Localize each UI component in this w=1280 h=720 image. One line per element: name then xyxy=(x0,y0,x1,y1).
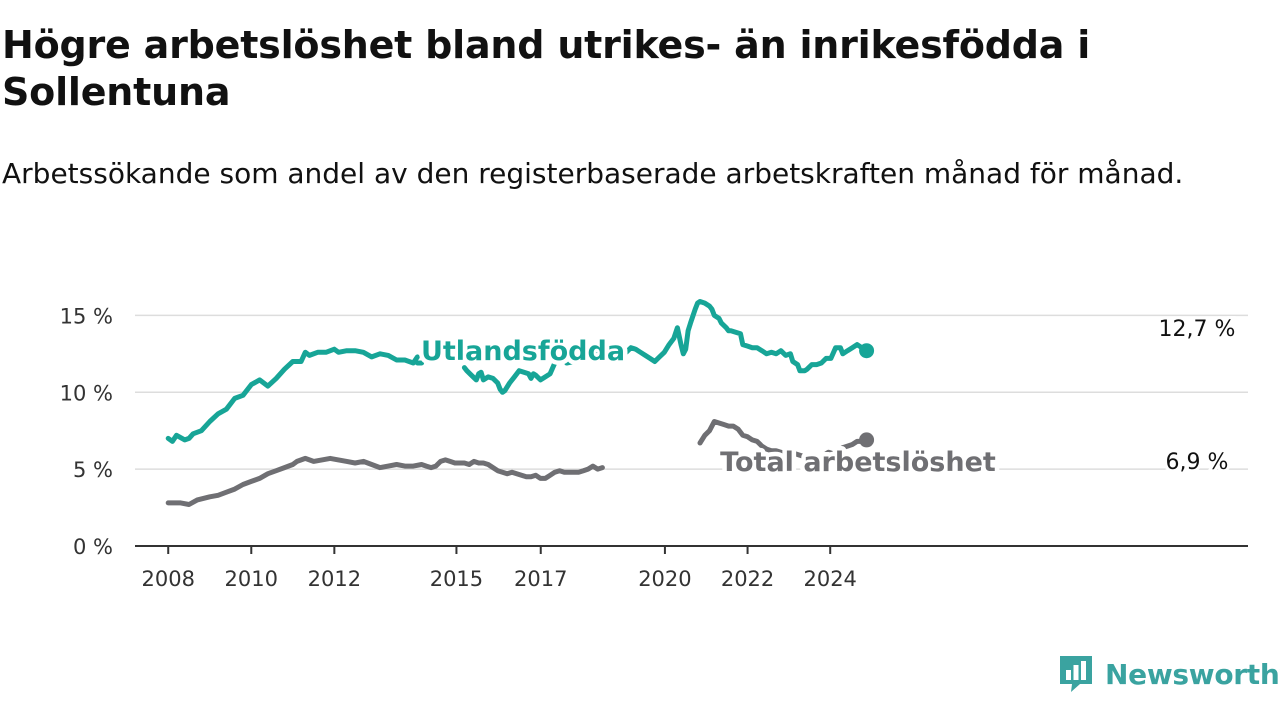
series-line-utlandsfodda xyxy=(165,346,420,444)
series-label-total: Total arbetslöshet xyxy=(720,447,996,478)
x-tick-label: 2020 xyxy=(638,567,691,591)
end-point-utlandsfodda xyxy=(859,343,875,359)
newsworthy-logo-text: Newsworthy xyxy=(1105,657,1280,691)
series-label-utlandsfodda: Utlandsfödda xyxy=(421,336,625,367)
series-line-utlandsfodda xyxy=(461,299,870,395)
newsworthy-logo: Newsworthy xyxy=(1058,652,1280,696)
x-tick-label: 2017 xyxy=(514,567,567,591)
y-tick-label: 5 % xyxy=(73,458,113,482)
end-point-total xyxy=(859,432,875,448)
x-tick-label: 2012 xyxy=(308,567,361,591)
y-tick-label: 15 % xyxy=(60,304,113,328)
end-label-total: 6,9 % xyxy=(1166,450,1229,475)
y-tick-label: 0 % xyxy=(73,535,113,559)
y-tick-label: 10 % xyxy=(60,381,113,405)
chart-subtitle: Arbetssökande som andel av den registerb… xyxy=(2,157,1184,190)
chart-title: Högre arbetslöshet bland utrikes- än inr… xyxy=(2,23,1091,114)
series-line-total xyxy=(165,455,605,507)
x-tick-label: 2024 xyxy=(803,567,856,591)
x-tick-label: 2022 xyxy=(721,567,774,591)
series-line-total xyxy=(697,419,870,461)
end-label-utlandsfodda: 12,7 % xyxy=(1159,317,1236,342)
x-tick-label: 2010 xyxy=(225,567,278,591)
line-chart: 0 % 5 % 10 % 15 % 2008 2010 2012 2015 2017 2020 20… xyxy=(60,299,1248,591)
x-tick-label: 2008 xyxy=(141,567,194,591)
x-tick-label: 2015 xyxy=(430,567,483,591)
newsworthy-logo-icon xyxy=(1060,656,1092,692)
